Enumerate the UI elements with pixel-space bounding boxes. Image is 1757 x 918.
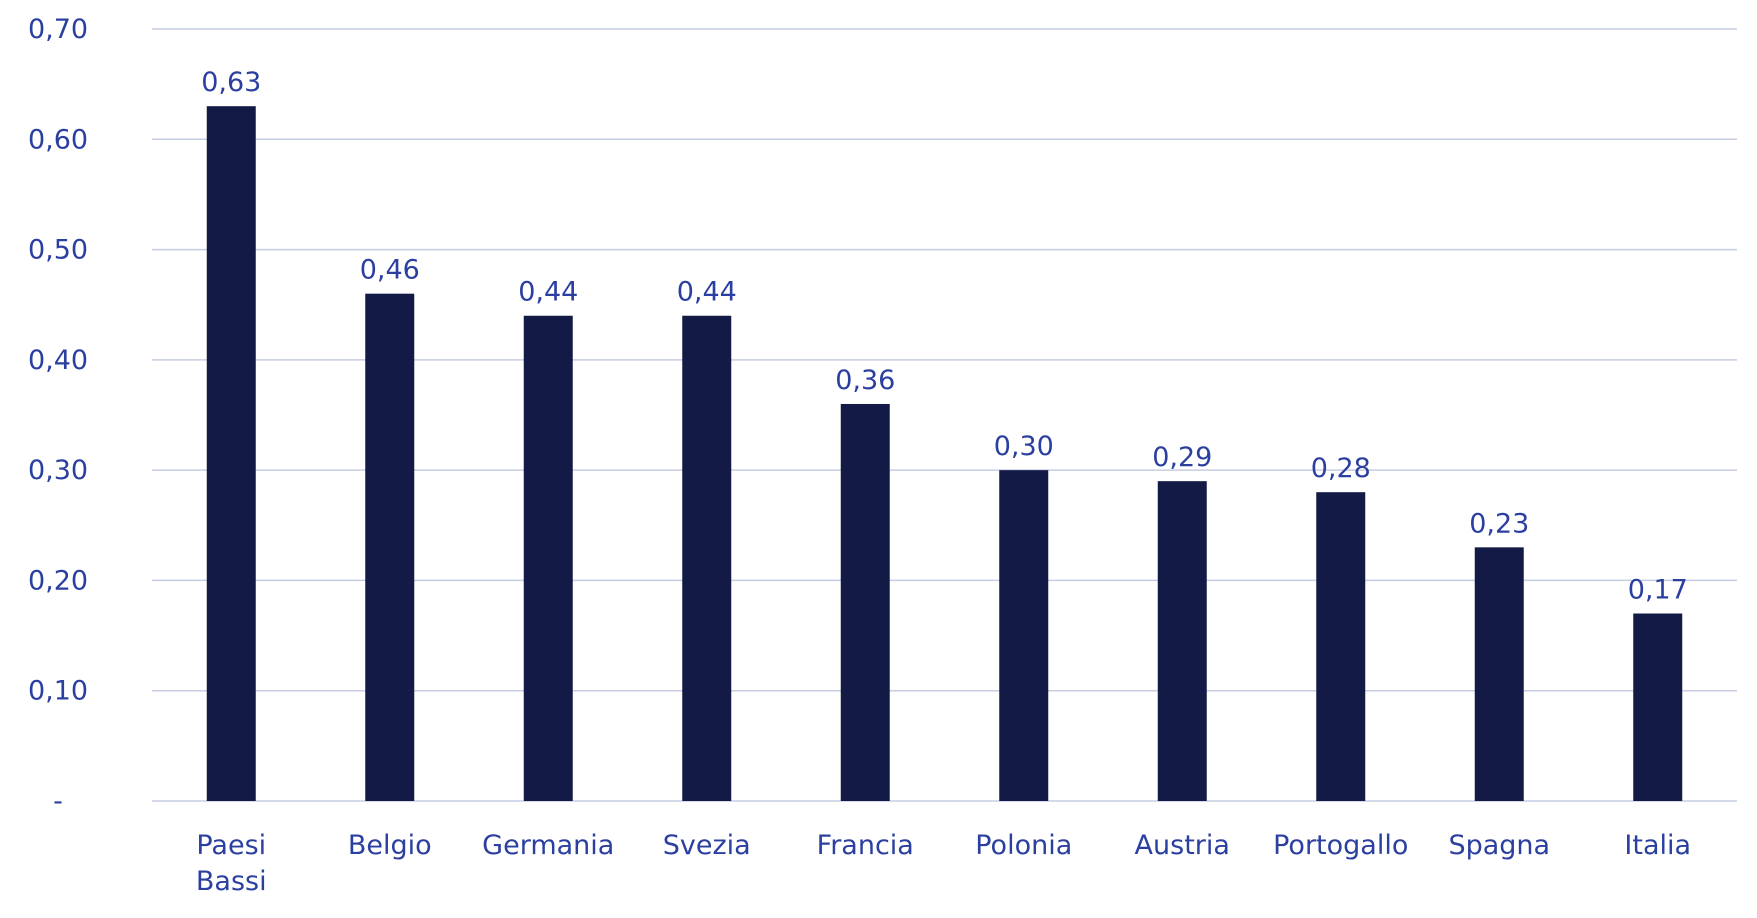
data-labels: 0,63 0,46 0,44 0,44 0,36 0,30 0,29 0,28 0,23 0,17 — [201, 67, 1688, 605]
bars — [206, 106, 1683, 801]
category-label: Austria — [1135, 830, 1230, 861]
data-label: 0,30 — [994, 431, 1054, 462]
y-tick-label: - — [53, 786, 63, 817]
data-label: 0,29 — [1152, 442, 1212, 473]
y-axis-tick-labels: - 0,10 0,20 0,30 0,40 0,50 0,60 0,70 — [28, 14, 88, 817]
y-tick-label: 0,30 — [28, 455, 88, 486]
category-label: Paesi Bassi — [196, 830, 267, 897]
data-label: 0,44 — [518, 277, 578, 308]
category-label: Polonia — [975, 830, 1072, 861]
category-label: Germania — [482, 830, 614, 861]
category-label: Belgio — [348, 830, 432, 861]
bar — [523, 315, 573, 801]
bar — [1157, 481, 1207, 801]
data-label: 0,44 — [677, 277, 737, 308]
y-tick-label: 0,60 — [28, 124, 88, 155]
category-label: Svezia — [663, 830, 751, 861]
data-label: 0,17 — [1628, 575, 1688, 606]
bar — [365, 293, 415, 801]
x-axis-category-labels: Paesi Bassi Belgio Germania Svezia Francia Pol… — [196, 830, 1691, 897]
bar — [840, 403, 890, 801]
category-label: Spagna — [1448, 830, 1550, 861]
category-label: Portogallo — [1273, 830, 1408, 861]
bar — [682, 315, 732, 801]
data-label: 0,28 — [1311, 453, 1371, 484]
bar — [999, 470, 1049, 801]
data-label: 0,63 — [201, 67, 261, 98]
gridlines — [152, 28, 1737, 802]
y-tick-label: 0,40 — [28, 345, 88, 376]
bar — [206, 106, 256, 801]
y-tick-label: 0,70 — [28, 14, 88, 45]
y-tick-label: 0,50 — [28, 235, 88, 266]
category-label: Francia — [817, 830, 914, 861]
bar — [1316, 492, 1366, 801]
data-label: 0,36 — [835, 365, 895, 396]
y-tick-label: 0,20 — [28, 565, 88, 596]
data-label: 0,46 — [360, 255, 420, 286]
bar — [1633, 613, 1683, 801]
bar — [1474, 547, 1524, 801]
category-label: Italia — [1624, 830, 1691, 861]
data-label: 0,23 — [1469, 508, 1529, 539]
y-tick-label: 0,10 — [28, 676, 88, 707]
